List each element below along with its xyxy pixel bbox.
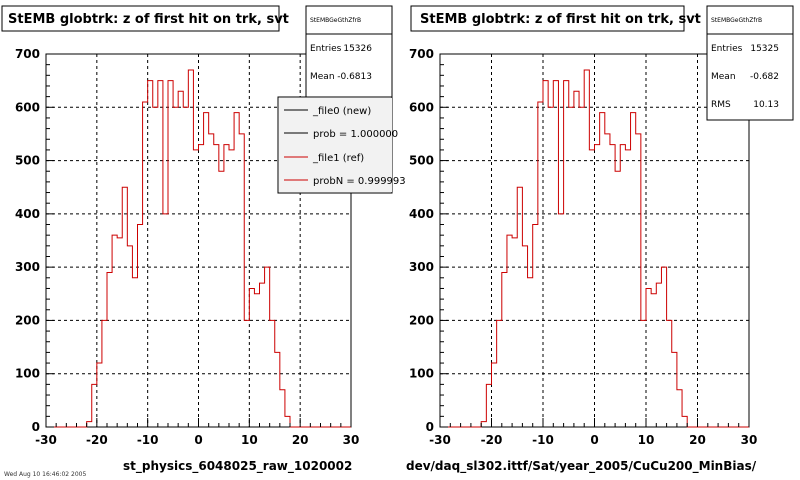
left-stats-mean-label: Mean bbox=[310, 72, 335, 82]
y-tick-label: 500 bbox=[409, 154, 434, 168]
y-tick-label: 300 bbox=[409, 260, 434, 274]
x-tick-label: -30 bbox=[429, 433, 451, 447]
y-tick-label: 400 bbox=[15, 207, 40, 221]
right-x-axis-label: dev/daq_sl302.ittf/Sat/year_2005/CuCu200… bbox=[406, 459, 757, 474]
x-tick-label: 0 bbox=[194, 433, 202, 447]
left-x-ticks: -30 -20 -10 0 10 20 30 bbox=[35, 418, 359, 447]
left-y-ticks: 0 100 200 300 400 500 600 700 bbox=[15, 47, 54, 434]
left-x-axis-label: st_physics_6048025_raw_1020002 bbox=[123, 459, 352, 474]
y-tick-label: 0 bbox=[32, 420, 40, 434]
y-tick-label: 300 bbox=[15, 260, 40, 274]
x-tick-label: 0 bbox=[590, 433, 598, 447]
left-title: StEMB globtrk: z of first hit on trk, sv… bbox=[8, 12, 289, 27]
y-tick-label: 200 bbox=[15, 313, 40, 327]
x-tick-label: 10 bbox=[638, 433, 655, 447]
right-x-ticks: -30 -20 -10 0 10 20 30 bbox=[429, 418, 757, 447]
right-stats-mean-label: Mean bbox=[711, 72, 736, 82]
right-stats-mean: -0.682 bbox=[750, 72, 779, 82]
y-tick-label: 200 bbox=[409, 313, 434, 327]
x-tick-label: 30 bbox=[741, 433, 758, 447]
y-tick-label: 700 bbox=[409, 47, 434, 61]
x-tick-label: -10 bbox=[532, 433, 554, 447]
left-stats-mean: -0.6813 bbox=[337, 72, 372, 82]
legend-label-new: _file0 (new) bbox=[312, 106, 371, 117]
right-y-ticks: 0 100 200 300 400 500 600 700 bbox=[409, 47, 448, 434]
left-stats-box: StEMBGeGthZfrB Entries 15326 Mean -0.681… bbox=[305, 5, 393, 105]
y-tick-label: 500 bbox=[15, 154, 40, 168]
right-stats-entries: 15325 bbox=[750, 44, 779, 54]
y-tick-label: 0 bbox=[426, 420, 434, 434]
y-tick-label: 400 bbox=[409, 207, 434, 221]
x-tick-label: 20 bbox=[292, 433, 309, 447]
x-tick-label: -10 bbox=[137, 433, 159, 447]
y-tick-label: 600 bbox=[15, 100, 40, 114]
right-stats-rms-label: RMS bbox=[711, 100, 731, 110]
x-tick-label: 30 bbox=[343, 433, 360, 447]
x-tick-label: 10 bbox=[241, 433, 258, 447]
right-histogram bbox=[440, 69, 749, 428]
left-stats-entries-label: Entries bbox=[310, 44, 342, 54]
right-stats-name: StEMBGeGthZfrB bbox=[711, 17, 762, 24]
left-title-box bbox=[1, 5, 280, 32]
left-legend: _file0 (new) prob = 1.000000 _file1 (ref… bbox=[277, 96, 406, 194]
x-tick-label: -20 bbox=[86, 433, 108, 447]
right-title: StEMB globtrk: z of first hit on trk, sv… bbox=[420, 12, 701, 27]
y-tick-label: 100 bbox=[409, 367, 434, 381]
legend-label-ref: _file1 (ref) bbox=[312, 153, 364, 164]
legend-label-prob: prob = 1.000000 bbox=[313, 129, 398, 140]
histogram-series-line bbox=[46, 69, 351, 428]
right-title-box bbox=[410, 5, 685, 32]
histogram-series-line bbox=[440, 69, 749, 428]
left-stats-entries: 15326 bbox=[343, 44, 372, 54]
right-chart: StEMB globtrk: z of first hit on trk, sv… bbox=[406, 5, 794, 474]
y-tick-label: 600 bbox=[409, 100, 434, 114]
right-stats-box: StEMBGeGthZfrB Entries 15325 Mean -0.682… bbox=[706, 5, 794, 121]
y-tick-label: 100 bbox=[15, 367, 40, 381]
x-tick-label: -30 bbox=[35, 433, 57, 447]
right-stats-rms: 10.13 bbox=[753, 100, 779, 110]
right-grid bbox=[440, 54, 749, 427]
right-stats-entries-label: Entries bbox=[711, 44, 743, 54]
x-tick-label: 20 bbox=[689, 433, 706, 447]
left-histogram bbox=[46, 69, 351, 428]
legend-label-probn: probN = 0.999993 bbox=[313, 176, 406, 187]
y-tick-label: 700 bbox=[15, 47, 40, 61]
x-tick-label: -20 bbox=[481, 433, 503, 447]
left-chart: StEMB globtrk: z of first hit on trk, sv… bbox=[1, 5, 406, 478]
left-stats-name: StEMBGeGthZfrB bbox=[310, 17, 361, 24]
footer-timestamp: Wed Aug 10 16:46:02 2005 bbox=[4, 471, 86, 478]
